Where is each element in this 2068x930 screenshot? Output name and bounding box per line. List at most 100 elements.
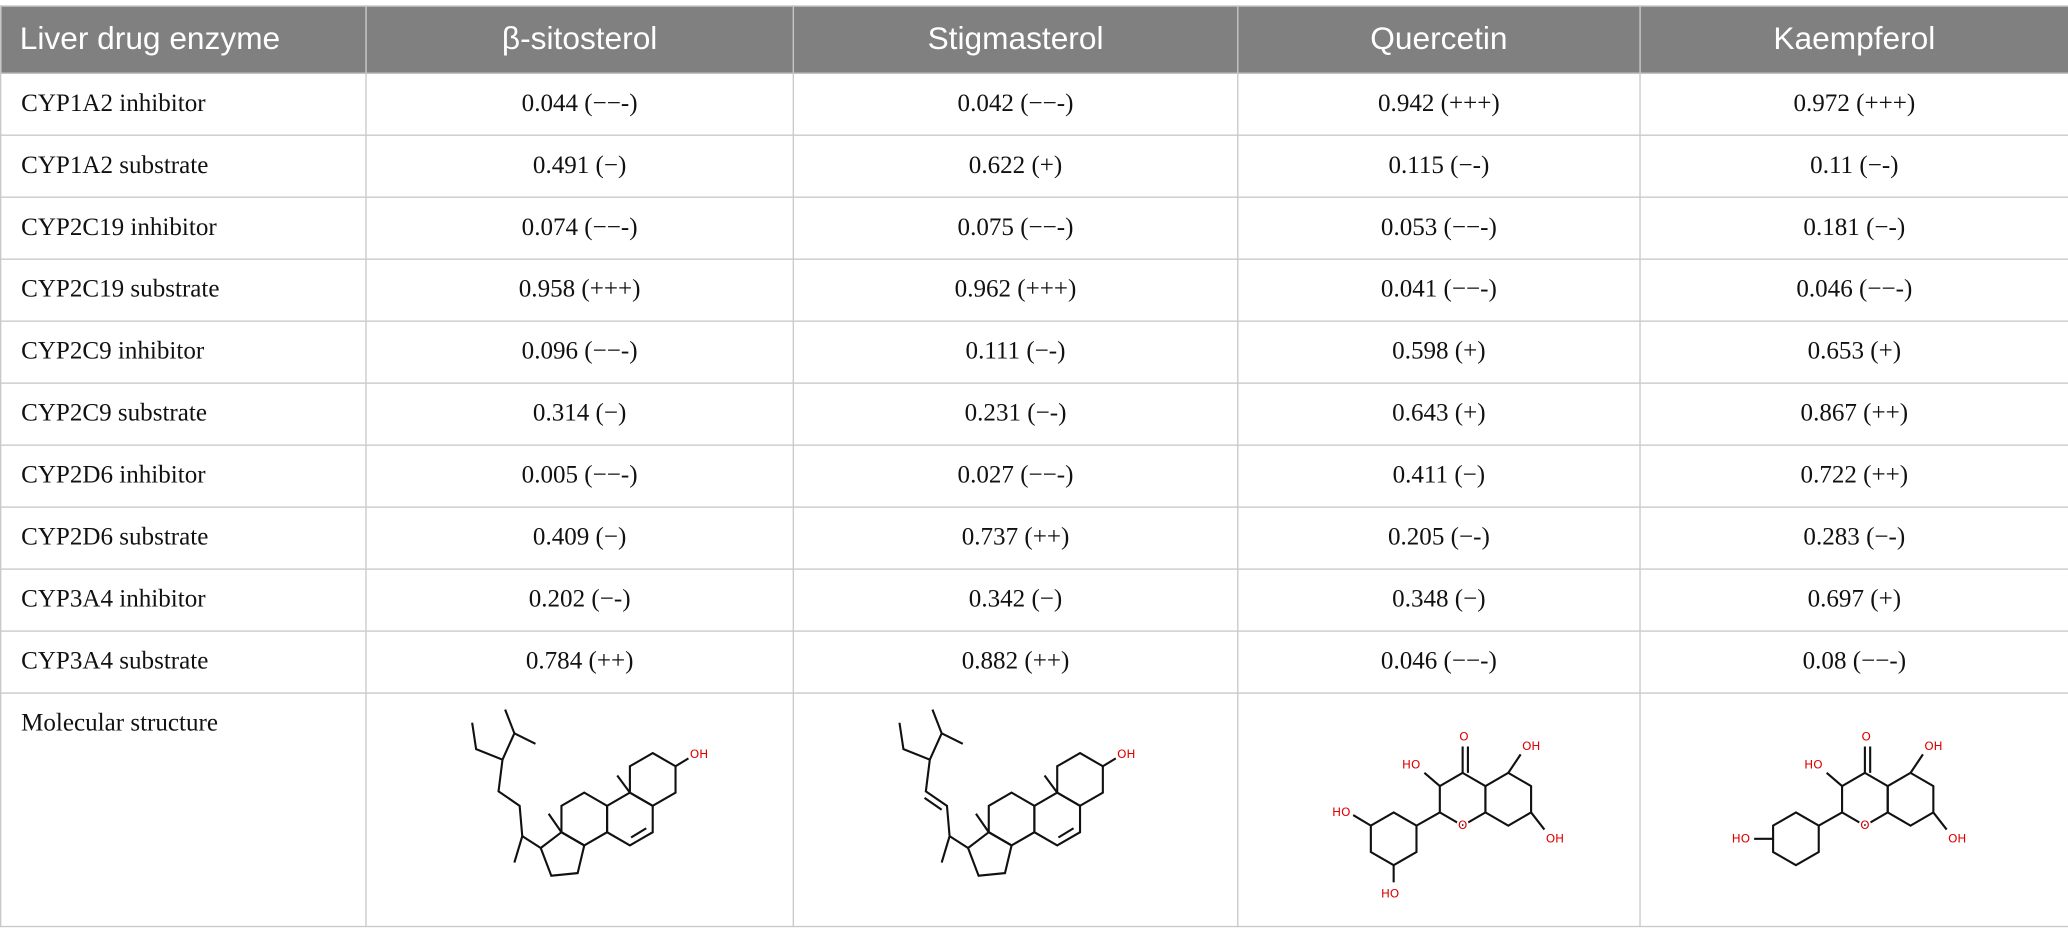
value-cell: 0.697 (+) bbox=[1639, 568, 2068, 632]
atom-label: HO bbox=[1402, 757, 1420, 771]
atom-label: OH bbox=[1522, 739, 1540, 753]
bond bbox=[966, 830, 1013, 877]
bond bbox=[560, 791, 609, 847]
row-label: CYP2D6 inhibitor bbox=[0, 444, 367, 508]
table-row: CYP1A2 inhibitor 0.044 (−−-) 0.042 (−−-) 0.… bbox=[0, 72, 2068, 136]
value-cell: 0.737 (++) bbox=[792, 506, 1239, 570]
value-cell: 0.283 (−-) bbox=[1639, 506, 2068, 570]
value-cell: 0.053 (−−-) bbox=[1237, 196, 1641, 260]
bond bbox=[1369, 811, 1418, 867]
atom-label: HO bbox=[1381, 887, 1399, 901]
value-cell: 0.181 (−-) bbox=[1639, 196, 2068, 260]
value-cell: 0.972 (+++) bbox=[1639, 72, 2068, 136]
value-cell: 0.722 (++) bbox=[1639, 444, 2068, 508]
bond bbox=[975, 813, 990, 833]
value-cell: 0.411 (−) bbox=[1237, 444, 1641, 508]
table-row: CYP2C19 substrate 0.958 (+++) 0.962 (+++) 0… bbox=[0, 258, 2068, 322]
value-cell: 0.314 (−) bbox=[365, 382, 794, 446]
value-cell: 0.041 (−−-) bbox=[1237, 258, 1641, 322]
value-cell: 0.342 (−) bbox=[792, 568, 1239, 632]
header-cell: β-sitosterol bbox=[365, 5, 794, 74]
value-cell: 0.074 (−−-) bbox=[365, 196, 794, 260]
value-cell: 0.042 (−−-) bbox=[792, 72, 1239, 136]
bond bbox=[1056, 751, 1104, 808]
row-label: CYP1A2 inhibitor bbox=[0, 72, 367, 136]
atom-label: OH bbox=[1546, 831, 1564, 845]
value-cell: 0.08 (−−-) bbox=[1639, 630, 2068, 694]
bond bbox=[928, 709, 943, 761]
bond bbox=[1772, 811, 1820, 867]
atom-label: O bbox=[1862, 730, 1871, 744]
value-cell: 0.643 (+) bbox=[1237, 382, 1641, 446]
bond bbox=[1352, 814, 1372, 827]
value-cell: 0.205 (−-) bbox=[1237, 506, 1641, 570]
bond bbox=[1530, 811, 1546, 831]
table-row: CYP2C9 inhibitor 0.096 (−−-) 0.111 (−-) 0.5… bbox=[0, 320, 2068, 384]
molecule: OH bbox=[898, 709, 1137, 877]
row-label: Molecular structure bbox=[0, 692, 367, 928]
bond bbox=[539, 830, 586, 877]
bond bbox=[941, 732, 964, 745]
row-label: CYP2C9 inhibitor bbox=[0, 320, 367, 384]
bond bbox=[501, 709, 516, 761]
bond bbox=[1423, 772, 1441, 787]
header-cell: Liver drug enzyme bbox=[0, 5, 367, 74]
enzyme-table: Liver drug enzyme β-sitosterol Stigmastero… bbox=[0, 5, 2068, 928]
structure-cell: HO O OH HO O OH bbox=[1639, 692, 2068, 928]
bond bbox=[513, 732, 536, 745]
bond bbox=[1825, 772, 1843, 787]
value-cell: 0.653 (+) bbox=[1639, 320, 2068, 384]
value-cell: 0.115 (−-) bbox=[1237, 134, 1641, 198]
bond bbox=[471, 722, 524, 837]
molecule: HO O OH HO O OH bbox=[1730, 728, 1968, 867]
row-label: CYP2D6 substrate bbox=[0, 506, 367, 570]
bond bbox=[1507, 753, 1522, 774]
header-cell: Kaempferol bbox=[1639, 5, 2068, 74]
bond bbox=[1033, 791, 1082, 847]
value-cell: 0.598 (+) bbox=[1237, 320, 1641, 384]
structure-row: Molecular structure OH OH HO O OH HO HO O OH HO O O… bbox=[0, 692, 2068, 928]
value-cell: 0.958 (+++) bbox=[365, 258, 794, 322]
header-row: Liver drug enzyme β-sitosterol Stigmastero… bbox=[0, 5, 2068, 74]
bond bbox=[1057, 827, 1075, 839]
value-cell: 0.409 (−) bbox=[365, 506, 794, 570]
bond bbox=[630, 827, 647, 839]
value-cell: 0.111 (−-) bbox=[792, 320, 1239, 384]
bond bbox=[1932, 811, 1948, 831]
value-cell: 0.027 (−−-) bbox=[792, 444, 1239, 508]
bond bbox=[616, 774, 631, 794]
value-cell: 0.046 (−−-) bbox=[1237, 630, 1641, 694]
table-row: CYP3A4 substrate 0.784 (++) 0.882 (++) 0.04… bbox=[0, 630, 2068, 694]
atom-label: HO bbox=[1804, 757, 1822, 771]
bond bbox=[898, 722, 951, 837]
value-cell: 0.962 (+++) bbox=[792, 258, 1239, 322]
value-cell: 0.942 (+++) bbox=[1237, 72, 1641, 136]
value-cell: 0.348 (−) bbox=[1237, 568, 1641, 632]
value-cell: 0.005 (−−-) bbox=[365, 444, 794, 508]
table-row: CYP2D6 inhibitor 0.005 (−−-) 0.027 (−−-) 0.… bbox=[0, 444, 2068, 508]
atom-label: O bbox=[1860, 818, 1869, 832]
bond bbox=[1818, 811, 1843, 827]
value-cell: 0.491 (−) bbox=[365, 134, 794, 198]
value-cell: 0.622 (+) bbox=[792, 134, 1239, 198]
bond bbox=[1043, 774, 1059, 794]
molecule: HO O OH HO HO O OH bbox=[1330, 728, 1566, 903]
header-cell: Stigmasterol bbox=[792, 5, 1239, 74]
atom-label: OH bbox=[1117, 747, 1135, 761]
bond bbox=[1484, 771, 1533, 827]
value-cell: 0.231 (−-) bbox=[792, 382, 1239, 446]
structure-cell: HO O OH HO HO O OH bbox=[1237, 692, 1641, 928]
row-label: CYP2C19 inhibitor bbox=[0, 196, 367, 260]
bond bbox=[513, 834, 542, 863]
atom-label: OH bbox=[1924, 739, 1942, 753]
bond bbox=[1909, 753, 1924, 774]
structure-cell: OH bbox=[365, 692, 794, 928]
value-cell: 0.882 (++) bbox=[792, 630, 1239, 694]
bond bbox=[606, 791, 654, 847]
bond bbox=[987, 791, 1036, 847]
value-cell: 0.202 (−-) bbox=[365, 568, 794, 632]
bond bbox=[1415, 811, 1441, 827]
row-label: CYP2C19 substrate bbox=[0, 258, 367, 322]
